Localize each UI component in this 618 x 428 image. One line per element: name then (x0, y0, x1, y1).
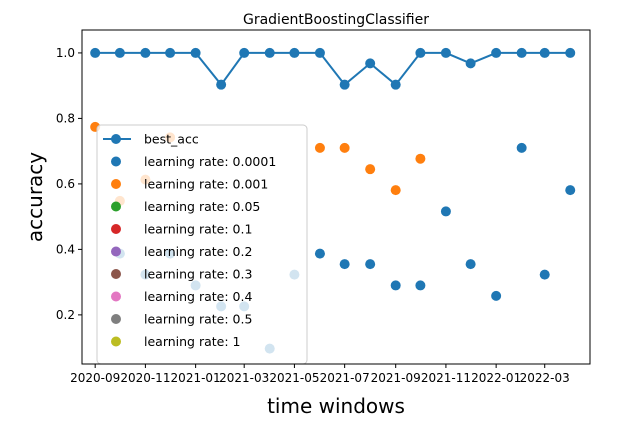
x-tick-label: 2021-05 (269, 371, 319, 385)
point-learning-rate-0-0001 (339, 259, 350, 270)
legend: best_acc learning rate: 0.0001 learning ra… (96, 124, 308, 365)
legend-label: best_acc (144, 132, 199, 147)
point-learning-rate-0-0001 (314, 248, 325, 259)
y-tick-label: 0.8 (56, 111, 75, 125)
legend-swatch-marker (111, 156, 121, 167)
legend-label: learning rate: 0.001 (144, 177, 268, 192)
point-learning-rate-0-001 (339, 142, 350, 153)
point-learning-rate-0-001 (314, 142, 325, 153)
x-tick-label: 2022-01 (471, 371, 521, 385)
best-acc-point (465, 58, 476, 69)
y-tick-label: 0.2 (56, 308, 75, 322)
y-tick-label: 1.0 (56, 46, 75, 60)
y-tick-label: 0.6 (56, 177, 75, 191)
legend-label: learning rate: 1 (144, 334, 241, 349)
best-acc-point (339, 79, 350, 90)
legend-label: learning rate: 0.4 (144, 289, 252, 304)
point-learning-rate-0-001 (365, 164, 376, 175)
x-tick-label: 2022-03 (520, 371, 570, 385)
best-acc-point (90, 47, 101, 58)
point-learning-rate-0-0001 (390, 280, 401, 291)
best-acc-point (415, 47, 426, 58)
legend-swatch-marker (111, 269, 121, 279)
best-acc-point (314, 47, 325, 58)
best-acc-point (114, 47, 125, 58)
x-tick-label: 2021-09 (371, 371, 421, 385)
best-acc-point (264, 47, 275, 58)
legend-swatch-marker (111, 134, 121, 144)
point-learning-rate-0-0001 (415, 280, 426, 291)
legend-label: learning rate: 0.5 (144, 312, 252, 327)
x-tick-label: 2021-07 (320, 371, 370, 385)
point-learning-rate-0-001 (415, 153, 426, 164)
chart-title: GradientBoostingClassifier (243, 12, 429, 28)
legend-swatch-marker (111, 314, 121, 324)
best-acc-point (289, 47, 300, 58)
point-learning-rate-0-0001 (565, 185, 576, 196)
legend-swatch-marker (111, 336, 121, 347)
best-acc-point (165, 47, 176, 58)
x-tick-label: 2021-03 (219, 371, 269, 385)
best-acc-point (140, 47, 151, 58)
legend-swatch-marker (111, 179, 121, 189)
point-learning-rate-0-0001 (440, 206, 451, 217)
best-acc-point (390, 79, 401, 90)
point-learning-rate-0-0001 (516, 142, 527, 153)
x-tick-label: 2021-11 (421, 371, 471, 385)
point-learning-rate-0-001 (390, 185, 401, 196)
legend-swatch-marker (111, 291, 121, 302)
x-tick-label: 2021-01 (171, 371, 221, 385)
point-learning-rate-0-0001 (491, 290, 502, 301)
x-tick-label: 2020-09 (70, 371, 120, 385)
best-acc-point (516, 47, 527, 58)
legend-swatch-marker (111, 201, 121, 212)
best-acc-point (190, 47, 201, 58)
point-learning-rate-0-0001 (539, 269, 550, 280)
y-axis: 0.2 0.4 0.6 0.8 1.0 (56, 46, 82, 322)
best-acc-point (565, 47, 576, 58)
legend-label: learning rate: 0.3 (144, 267, 252, 282)
plot-frame (81, 29, 591, 365)
legend-swatch-marker (111, 246, 121, 257)
best-acc-point (491, 47, 502, 58)
best-acc-point (239, 47, 250, 58)
legend-label: learning rate: 0.0001 (144, 154, 276, 169)
x-axis-label: time windows (267, 394, 405, 418)
legend-label: learning rate: 0.2 (144, 244, 252, 259)
best-acc-point (440, 47, 451, 58)
best-acc-point (539, 47, 550, 58)
legend-label: learning rate: 0.05 (144, 199, 260, 214)
x-tick-label: 2020-11 (120, 371, 170, 385)
legend-label: learning rate: 0.1 (144, 222, 252, 237)
best-acc-point (216, 79, 227, 90)
best-acc-point (365, 58, 376, 69)
point-learning-rate-0-0001 (465, 259, 476, 270)
legend-swatch-marker (111, 224, 121, 234)
y-tick-label: 0.4 (56, 242, 75, 256)
y-axis-label: accuracy (23, 152, 47, 242)
point-learning-rate-0-0001 (365, 259, 376, 270)
